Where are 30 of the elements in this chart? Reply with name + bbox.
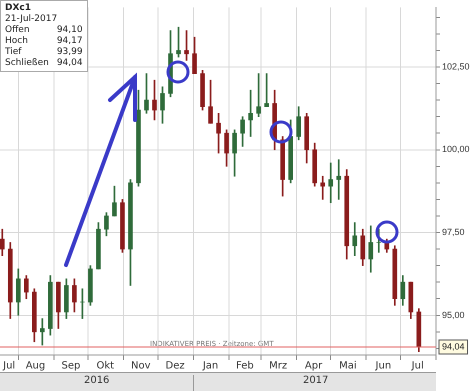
y-tick-label: 97,50 bbox=[442, 226, 465, 237]
candlestick bbox=[176, 26, 181, 58]
x-tick-label: Jan bbox=[202, 360, 218, 372]
x-tick-label: Jun bbox=[374, 360, 392, 372]
annotation: Schließen 94,04 bbox=[5, 58, 83, 69]
x-tick-label: Jul bbox=[410, 360, 424, 372]
x-tick-label: Mrz bbox=[269, 360, 288, 372]
x-tick-label: Aug bbox=[26, 360, 46, 372]
candlestick bbox=[216, 113, 221, 154]
x-tick-label: Jul bbox=[2, 360, 16, 372]
ref-line-label: 94,04 bbox=[442, 342, 465, 352]
x-tick-label: Apr bbox=[304, 360, 324, 372]
text: 21-Jul-2017 bbox=[5, 14, 58, 25]
y-tick-label: 100,00 bbox=[442, 144, 470, 154]
text: Hoch 94,17 bbox=[5, 36, 83, 46]
x-tick-label: Feb bbox=[236, 360, 254, 372]
y-tick-label: 102,50 bbox=[442, 61, 470, 72]
y-tick-label: 95,00 bbox=[442, 310, 465, 320]
x-tick-label: Mai bbox=[339, 360, 357, 372]
x-tick-label: Okt bbox=[96, 360, 114, 372]
text: Offen 94,10 bbox=[5, 25, 83, 35]
x-tick-label: Dez bbox=[166, 360, 185, 372]
x-tick-label: Nov bbox=[130, 360, 151, 372]
chart-title: DXc1 bbox=[5, 3, 32, 14]
text: Tief 93,99 bbox=[5, 47, 83, 57]
candlestick bbox=[184, 30, 189, 61]
x-tick-label: Sep bbox=[62, 360, 80, 372]
text: 2016 bbox=[82, 375, 110, 388]
candlestick bbox=[152, 80, 157, 120]
text: 2017 bbox=[193, 375, 437, 391]
